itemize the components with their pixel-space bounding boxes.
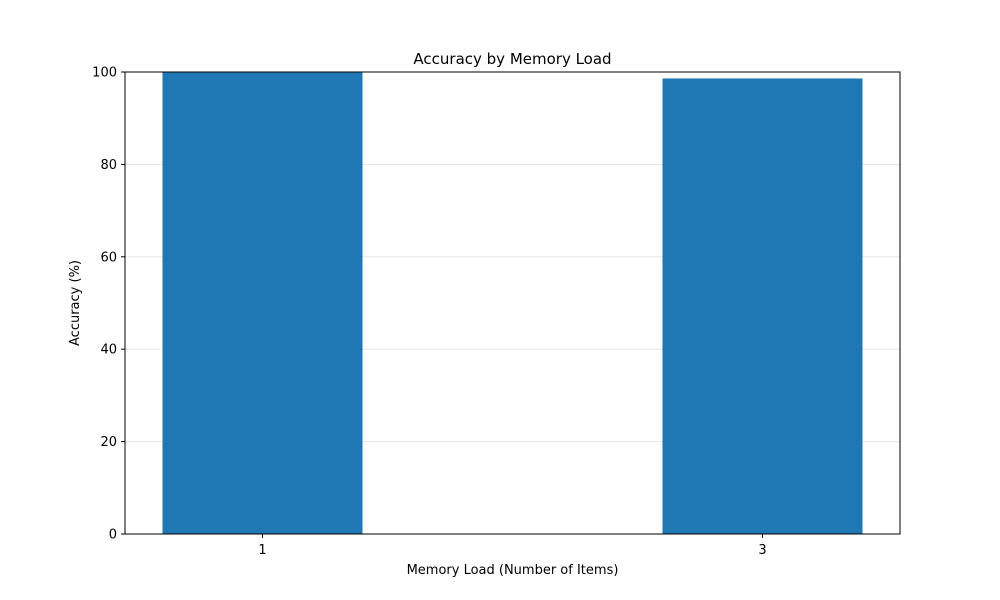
y-tick-label: 40 (100, 343, 117, 358)
y-axis-label: Accuracy (%) (68, 260, 83, 346)
y-tick-label: 20 (100, 435, 117, 450)
bars (162, 72, 863, 534)
chart-title: Accuracy by Memory Load (413, 50, 611, 68)
y-tick-label: 0 (109, 528, 117, 543)
bar-3 (662, 78, 863, 534)
x-tick-label: 1 (258, 543, 266, 558)
bar-1 (162, 72, 363, 534)
x-tick-label: 3 (758, 543, 766, 558)
x-axis-label: Memory Load (Number of Items) (407, 563, 619, 578)
axis-ticks: 0 20 40 60 80 100 1 3 (92, 66, 766, 559)
y-tick-label: 80 (100, 158, 117, 173)
y-tick-label: 100 (92, 66, 117, 81)
y-tick-label: 60 (100, 250, 117, 265)
plot-frame (124, 71, 901, 535)
